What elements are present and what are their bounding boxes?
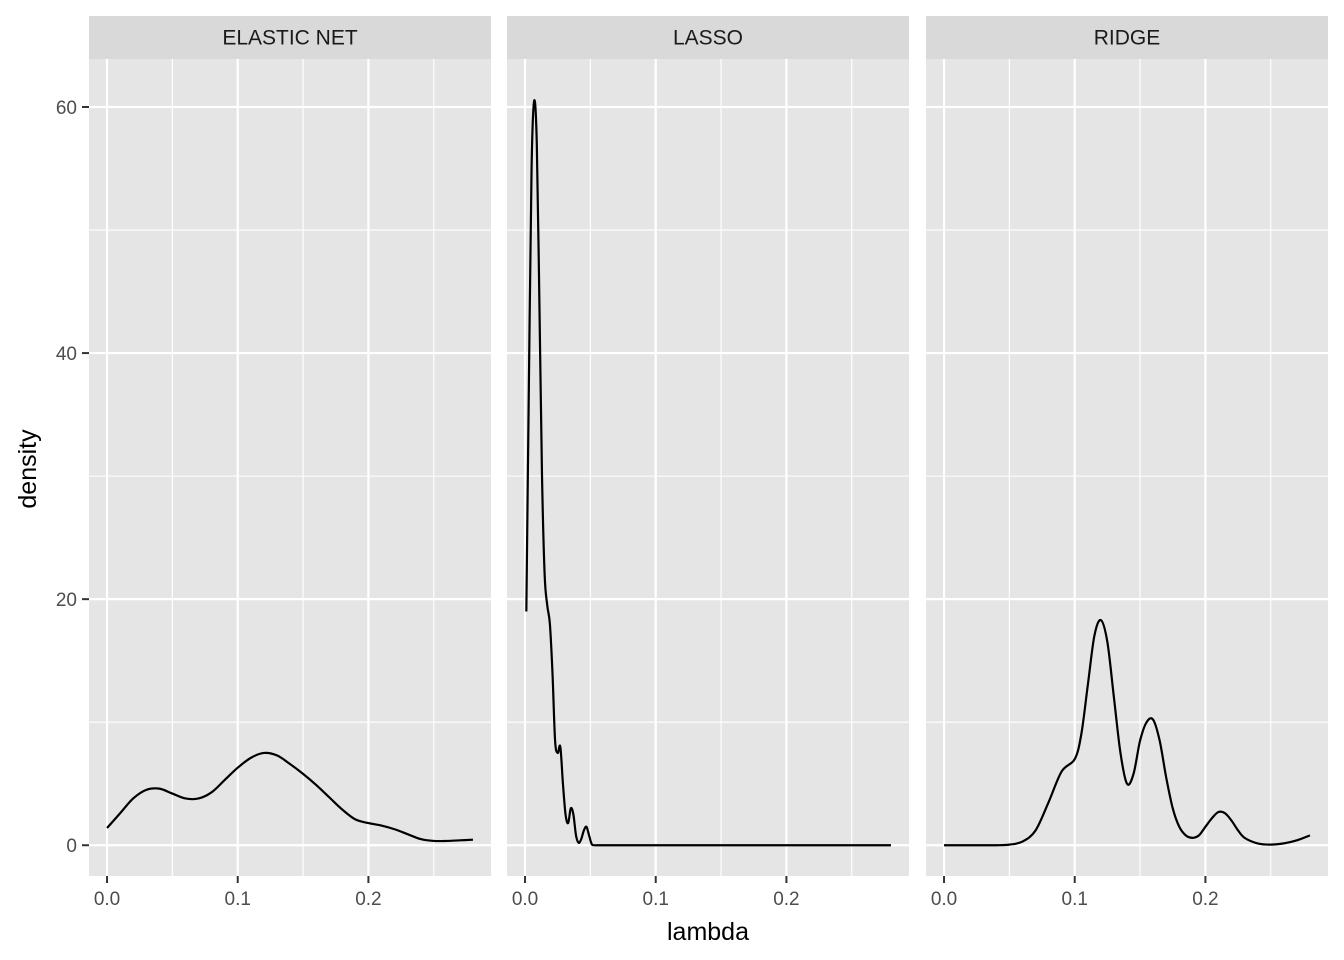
panel-background [926, 59, 1328, 876]
y-tick-label: 0 [66, 836, 77, 857]
density-line [106, 751, 474, 843]
facet-strip-label: RIDGE [1094, 27, 1161, 50]
x-tick-label: 0.0 [94, 889, 120, 910]
x-axis: 0.0 0.1 0.2 0.0 0.1 0.2 0.0 0.1 0.2 [94, 876, 1219, 910]
density-line [525, 99, 891, 847]
x-tick-label: 0.0 [931, 889, 957, 910]
x-tick-label: 0.0 [512, 889, 538, 910]
facet-strip-label: LASSO [673, 27, 743, 50]
x-tick-label: 0.1 [1062, 889, 1088, 910]
density-line [944, 618, 1311, 847]
x-tick-label: 0.1 [225, 889, 251, 910]
panel-background [507, 59, 909, 876]
x-tick-label: 0.1 [643, 889, 669, 910]
y-axis-title: density [14, 429, 42, 509]
x-axis-title: lambda [667, 918, 749, 946]
facet-panel-ridge: RIDGE [926, 16, 1328, 876]
facet-strip [89, 16, 491, 59]
facet-strip [926, 16, 1328, 59]
facet-panel-elastic-net: ELASTIC NET [89, 16, 491, 876]
x-tick-label: 0.2 [355, 889, 381, 910]
y-tick-label: 60 [56, 98, 77, 119]
y-axis: 0 20 40 60 [56, 98, 89, 857]
panel-background [89, 59, 491, 876]
facet-strip [507, 16, 909, 59]
y-tick-label: 20 [56, 590, 77, 611]
facet-strip-label: ELASTIC NET [222, 27, 358, 50]
panels-layer: ELASTIC NET LASSO RIDGE [89, 16, 1328, 876]
y-tick-label: 40 [56, 344, 77, 365]
x-tick-label: 0.2 [1192, 889, 1218, 910]
x-tick-label: 0.2 [773, 889, 799, 910]
facet-panel-lasso: LASSO [507, 16, 909, 876]
